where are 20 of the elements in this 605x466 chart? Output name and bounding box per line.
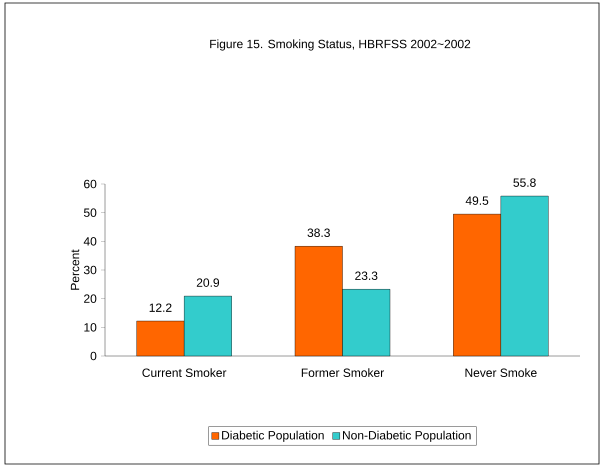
data-label: 23.3 xyxy=(355,272,378,280)
legend-label: Diabetic Population xyxy=(222,430,324,442)
y-tick-label: 10 xyxy=(84,323,96,332)
data-label: 38.3 xyxy=(308,228,330,238)
y-tick-label: 40 xyxy=(84,237,96,246)
y-tick-label: 20 xyxy=(84,294,96,303)
y-tick-label: 60 xyxy=(84,180,96,188)
y-tick-label: 30 xyxy=(84,266,96,274)
x-tick-label: Former Smoker xyxy=(302,368,384,378)
chart-title: Figure 15. Smoking Status, HBRFSS 2002~2002 xyxy=(210,39,470,51)
x-tick-label: Never Smoke xyxy=(465,368,537,378)
x-tick-label: Current Smoker xyxy=(142,368,226,378)
data-label: 12.2 xyxy=(150,303,172,312)
data-label: 55.8 xyxy=(513,178,536,187)
y-axis-title: Percent xyxy=(70,249,80,290)
data-label: 49.5 xyxy=(466,196,488,205)
y-tick-label: 0 xyxy=(90,352,96,360)
y-tick-label: 50 xyxy=(84,208,96,217)
data-label: 20.9 xyxy=(196,278,220,287)
legend-label: Non-Diabetic Population xyxy=(342,430,471,442)
